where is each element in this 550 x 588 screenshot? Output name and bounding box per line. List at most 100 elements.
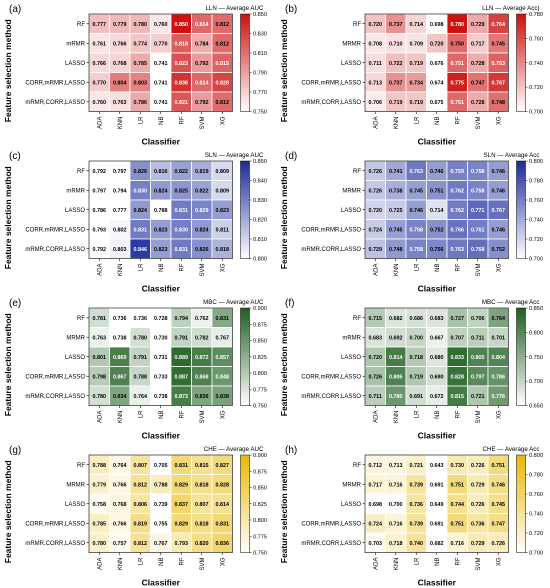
x-tick-label: RF xyxy=(179,410,185,418)
cell-value-label: 0.829 xyxy=(175,482,189,488)
y-tick-label: RF xyxy=(77,463,85,469)
cell-value-label: 0.725 xyxy=(389,208,403,214)
cell-value-label: 0.717 xyxy=(471,41,485,47)
y-tick-label: CORR,mRMR,LASSO xyxy=(301,521,361,527)
cell-value-label: 0.715 xyxy=(369,316,383,322)
x-tick-label: LR xyxy=(138,263,144,271)
cell-value-label: 0.726 xyxy=(369,374,383,380)
cell-value-label: 0.829 xyxy=(195,208,209,214)
cell-value-label: 0.794 xyxy=(113,188,127,194)
cell-value-label: 0.751 xyxy=(451,521,465,527)
cell-value-label: 0.719 xyxy=(410,61,424,67)
cell-value-label: 0.757 xyxy=(113,541,127,547)
cell-value-label: 0.745 xyxy=(410,188,424,194)
heatmap-panel: (c) SLN — Average AUC 0.792 0.797 0.826 0.816… xyxy=(3,151,267,294)
y-tick-label: LASSO xyxy=(65,208,85,214)
cell-value-label: 0.719 xyxy=(410,374,424,380)
x-tick-label: RF xyxy=(179,263,185,271)
cell-value-label: 0.780 xyxy=(93,394,107,400)
cell-value-label: 0.736 xyxy=(113,316,127,322)
panel-label: (c) xyxy=(9,151,21,162)
colorbar xyxy=(516,13,526,112)
cell-value-label: 0.714 xyxy=(430,208,444,214)
cell-value-label: 0.736 xyxy=(134,316,148,322)
y-tick-label: mRMR xyxy=(342,335,361,341)
cell-value-label: 0.816 xyxy=(154,169,168,175)
cell-value-label: 0.716 xyxy=(389,521,403,527)
cell-value-label: 0.739 xyxy=(410,482,424,488)
y-tick-label: MRMR xyxy=(342,188,361,194)
colorbar-tick-label: 0.700 xyxy=(529,257,543,263)
cell-value-label: 0.751 xyxy=(451,61,465,67)
cell-value-label: 0.786 xyxy=(93,208,107,214)
panel-title: CHE — Average AUC xyxy=(204,446,264,453)
cell-value-label: 0.831 xyxy=(175,463,189,469)
y-tick-label: RF xyxy=(77,316,85,322)
cell-value-label: 0.831 xyxy=(175,247,189,253)
cell-value-label: 0.700 xyxy=(410,335,424,341)
cell-value-label: 0.738 xyxy=(154,394,168,400)
panel-title: SLN — Average Acc xyxy=(484,152,540,159)
cell-value-label: 0.758 xyxy=(471,169,485,175)
cell-value-label: 0.809 xyxy=(216,188,230,194)
cell-value-label: 0.814 xyxy=(389,355,403,361)
y-tick-label: mRMR,CORR,LASSO xyxy=(301,247,361,253)
cell-value-label: 0.746 xyxy=(492,169,506,175)
cell-value-label: 0.792 xyxy=(93,247,107,253)
cell-value-label: 0.711 xyxy=(369,394,382,400)
cell-value-label: 0.758 xyxy=(410,247,424,253)
panel-title: CHE — Average Acc xyxy=(483,446,540,453)
cell-value-label: 0.764 xyxy=(113,463,127,469)
cell-value-label: 0.692 xyxy=(389,335,403,341)
colorbar-tick-label: 0.800 xyxy=(253,371,267,377)
colorbar-tick-label: 0.875 xyxy=(253,469,267,475)
cell-value-label: 0.762 xyxy=(451,188,465,194)
cell-value-label: 0.747 xyxy=(471,80,485,86)
panel-label: (d) xyxy=(285,151,297,162)
cell-value-label: 0.826 xyxy=(195,247,209,253)
cell-value-label: 0.791 xyxy=(175,335,189,341)
cell-value-label: 0.762 xyxy=(195,316,209,322)
x-axis-label: Classifier xyxy=(418,578,457,588)
cell-value-label: 0.836 xyxy=(216,541,230,547)
cell-value-label: 0.712 xyxy=(369,463,383,469)
cell-value-label: 0.833 xyxy=(451,355,465,361)
x-tick-label: ADA xyxy=(97,558,103,570)
cell-value-label: 0.814 xyxy=(195,22,209,28)
cell-value-label: 0.818 xyxy=(175,41,189,47)
cell-value-label: 0.831 xyxy=(134,227,148,233)
colorbar-tick-label: 0.800 xyxy=(529,330,543,336)
cell-value-label: 0.836 xyxy=(175,80,189,86)
y-tick-label: mRMR,CORR,LASSO xyxy=(301,541,361,547)
x-tick-label: KNN xyxy=(118,264,124,277)
cell-value-label: 0.825 xyxy=(175,188,189,194)
cell-value-label: 0.767 xyxy=(216,335,230,341)
cell-value-label: 0.686 xyxy=(410,316,424,322)
cell-value-label: 0.824 xyxy=(134,208,148,214)
cell-value-label: 0.815 xyxy=(451,394,465,400)
y-tick-label: CORR,mRMR,LASSO xyxy=(25,80,85,86)
y-tick-label: mRMR,CORR,LASSO xyxy=(25,541,85,547)
y-tick-label: CORR,mRMR,LASSO xyxy=(25,227,85,233)
x-tick-label: NB xyxy=(159,411,165,419)
x-axis-label: Classifier xyxy=(142,578,181,588)
cell-value-label: 0.803 xyxy=(134,80,148,86)
cell-value-label: 0.753 xyxy=(492,61,506,67)
cell-value-label: 0.643 xyxy=(430,463,444,469)
cell-value-label: 0.786 xyxy=(492,374,506,380)
cell-value-label: 0.774 xyxy=(134,41,148,47)
x-axis-label: Classifier xyxy=(142,431,181,441)
cell-value-label: 0.739 xyxy=(154,502,168,508)
colorbar-tick-label: 0.790 xyxy=(253,71,267,77)
colorbar-tick-label: 0.840 xyxy=(253,179,267,185)
cell-value-label: 0.706 xyxy=(369,100,383,106)
colorbar-tick-label: 0.780 xyxy=(529,179,543,185)
heatmap-panel: (e) MBC — Average AUC 0.781 0.736 0.736 0.728… xyxy=(3,298,267,441)
cell-value-label: 0.676 xyxy=(430,61,444,67)
cell-value-label: 0.814 xyxy=(195,80,209,86)
colorbar-tick-label: 0.875 xyxy=(253,322,267,328)
cell-value-label: 0.797 xyxy=(93,188,107,194)
colorbar-tick-label: 0.775 xyxy=(253,534,267,540)
x-tick-label: XG xyxy=(220,410,226,419)
cell-value-label: 0.736 xyxy=(410,502,424,508)
